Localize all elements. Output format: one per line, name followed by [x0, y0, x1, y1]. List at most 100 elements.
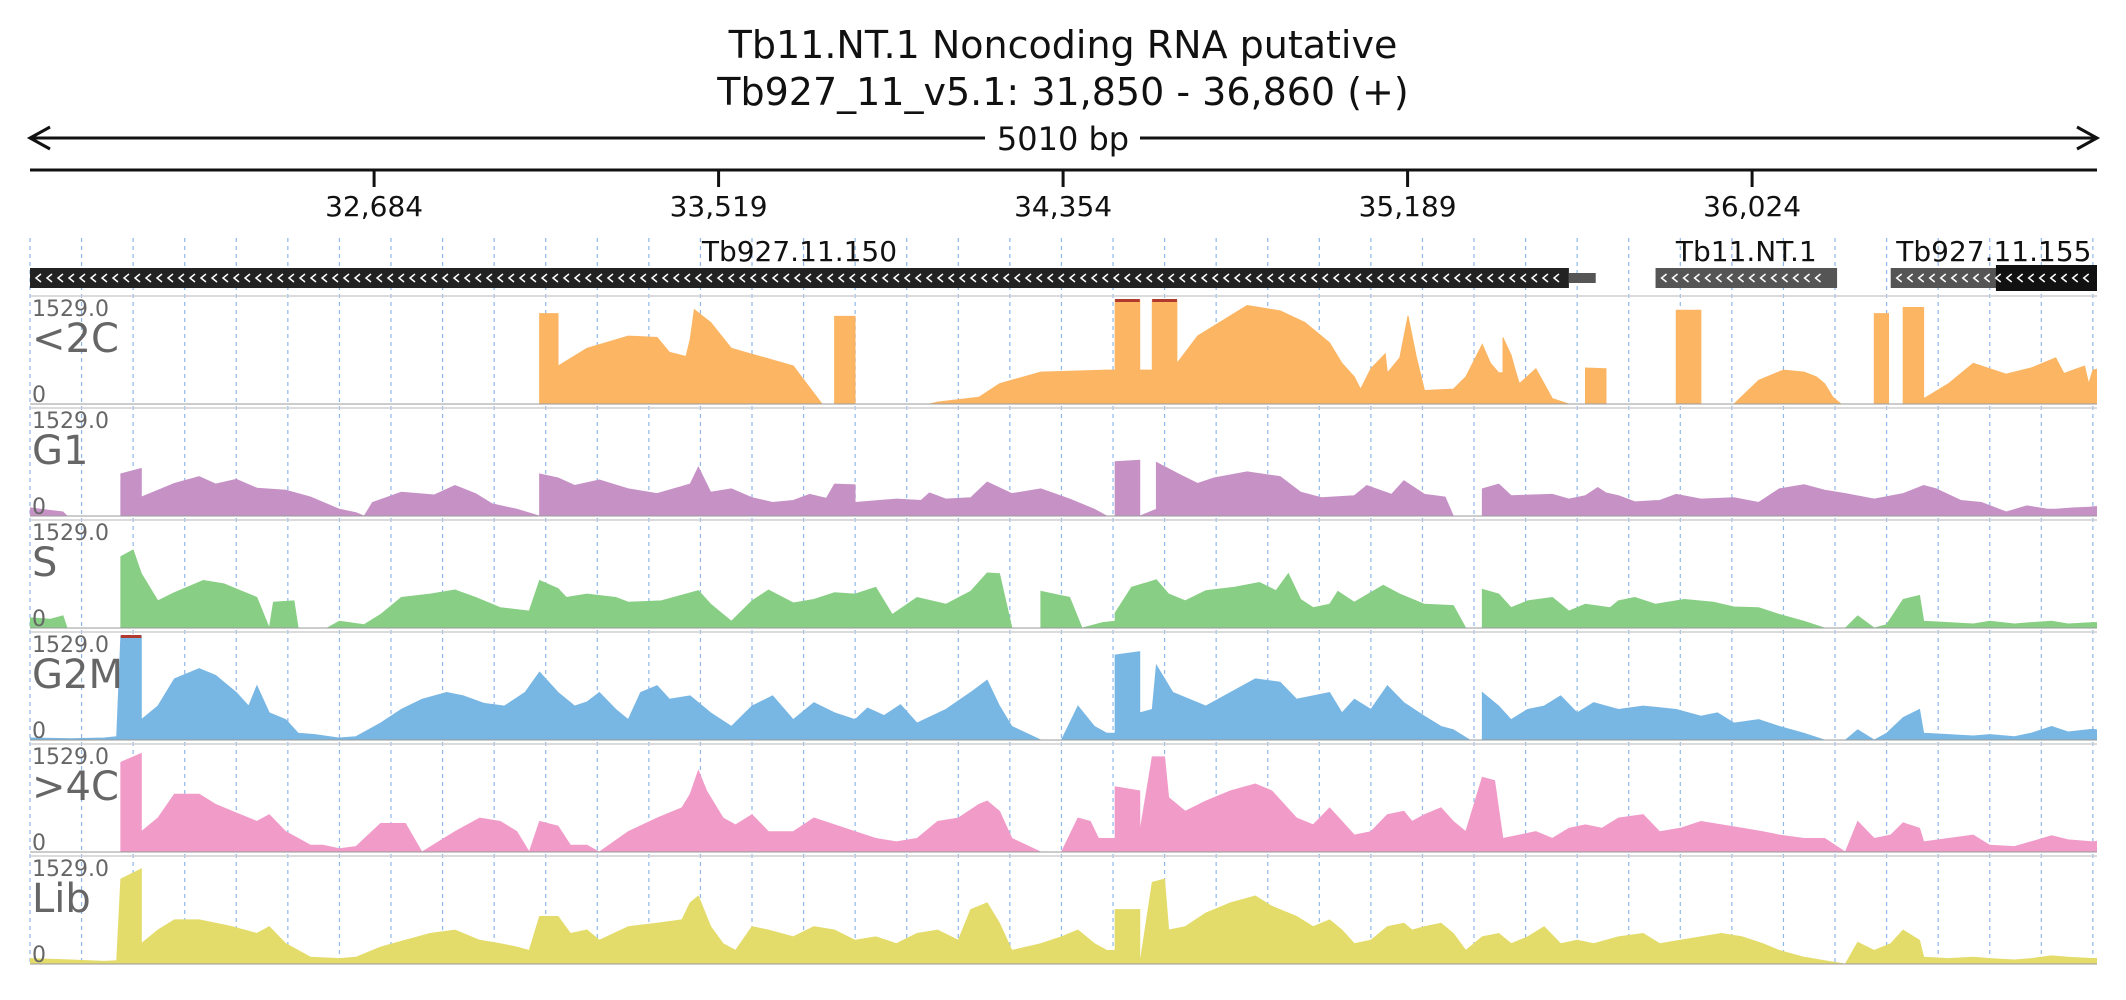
gene-label: Tb927.11.150 [701, 235, 897, 268]
coverage-area [30, 459, 2097, 516]
strand-chevron [837, 273, 845, 283]
strand-chevron [243, 273, 251, 283]
track-name: >4C [32, 764, 119, 810]
strand-chevron [1660, 273, 1668, 283]
strand-chevron [1134, 273, 1142, 283]
track-name: S [32, 540, 57, 586]
strand-chevron [1255, 273, 1263, 283]
strand-chevron [496, 273, 504, 283]
strand-chevron [1288, 273, 1296, 283]
strand-chevron [232, 273, 240, 283]
strand-chevron [1321, 273, 1329, 283]
strand-chevron [1431, 273, 1439, 283]
strand-chevron [254, 273, 262, 283]
strand-chevron [584, 273, 592, 283]
gene-track: Tb927.11.150 Tb11.NT.1 Tb927.11.155 [30, 235, 2097, 291]
track-max-label: 1529.0 [32, 409, 109, 434]
strand-chevron [771, 273, 779, 283]
strand-chevron [1013, 273, 1021, 283]
gene-feature: Tb927.11.150 [30, 235, 1596, 288]
strand-chevron [2049, 273, 2057, 283]
strand-chevron [727, 273, 735, 283]
strand-chevron [1101, 273, 1109, 283]
x-tick-label: 32,684 [325, 190, 423, 223]
span-arrowhead-right [2076, 125, 2101, 151]
strand-chevron [573, 273, 581, 283]
strand-chevron [100, 273, 108, 283]
strand-chevron [375, 273, 383, 283]
strand-chevron [1409, 273, 1417, 283]
strand-chevron [1156, 273, 1164, 283]
strand-chevron [881, 273, 889, 283]
strand-chevron [529, 273, 537, 283]
strand-chevron [1715, 273, 1723, 283]
strand-chevron [1057, 273, 1065, 283]
strand-chevron [1420, 273, 1428, 283]
coverage-area [539, 299, 2097, 404]
coverage-track: 1529.0>4C 0 [30, 743, 2097, 856]
strand-chevron [386, 273, 394, 283]
strand-chevron [1178, 273, 1186, 283]
strand-chevron [177, 273, 185, 283]
strand-chevron [1079, 273, 1087, 283]
strand-chevron [287, 273, 295, 283]
strand-chevron [518, 273, 526, 283]
gene-body [30, 268, 1569, 288]
strand-chevron [749, 273, 757, 283]
strand-chevron [1277, 273, 1285, 283]
strand-chevron [793, 273, 801, 283]
strand-chevron [507, 273, 515, 283]
strand-chevron [2016, 273, 2024, 283]
strand-chevron [760, 273, 768, 283]
strand-chevron [1167, 273, 1175, 283]
strand-chevron [782, 273, 790, 283]
strand-chevron [1983, 273, 1991, 283]
strand-chevron [1770, 273, 1778, 283]
strand-chevron [903, 273, 911, 283]
strand-chevron [1475, 273, 1483, 283]
x-tick-label: 34,354 [1014, 190, 1112, 223]
strand-chevron [716, 273, 724, 283]
strand-chevron [1299, 273, 1307, 283]
strand-chevron [1046, 273, 1054, 283]
x-axis-ticks: 32,684 33,519 34,354 35,189 36,024 [325, 170, 1801, 223]
strand-chevron [1928, 273, 1936, 283]
strand-chevron [650, 273, 658, 283]
strand-chevron [1189, 273, 1197, 283]
track-max-label: 1529.0 [32, 857, 109, 882]
strand-chevron [2060, 273, 2068, 283]
strand-chevron [870, 273, 878, 283]
strand-chevron [859, 273, 867, 283]
strand-chevron [155, 273, 163, 283]
strand-chevron [672, 273, 680, 283]
strand-chevron [397, 273, 405, 283]
strand-chevron [188, 273, 196, 283]
strand-chevron [914, 273, 922, 283]
strand-chevron [1737, 273, 1745, 283]
strand-chevron [199, 273, 207, 283]
strand-chevron [441, 273, 449, 283]
strand-chevron [958, 273, 966, 283]
strand-chevron [661, 273, 669, 283]
strand-chevron [144, 273, 152, 283]
strand-chevron [1112, 273, 1120, 283]
strand-chevron [1994, 273, 2002, 283]
strand-chevron [1024, 273, 1032, 283]
strand-chevron [2038, 273, 2046, 283]
strand-chevron [1519, 273, 1527, 283]
strand-chevron [342, 273, 350, 283]
strand-chevron [1792, 273, 1800, 283]
coverage-area [30, 752, 2097, 852]
span-arrowhead-left [26, 125, 51, 151]
strand-chevron [89, 273, 97, 283]
strand-chevron [1759, 273, 1767, 283]
strand-chevron [1693, 273, 1701, 283]
strand-chevron [1222, 273, 1230, 283]
strand-chevron [815, 273, 823, 283]
strand-chevron [826, 273, 834, 283]
strand-chevron [1950, 273, 1958, 283]
coverage-tracks: 1529.0<2C01529.0G101529.0S01529.0G2M0152… [30, 295, 2097, 968]
strand-chevron [1939, 273, 1947, 283]
